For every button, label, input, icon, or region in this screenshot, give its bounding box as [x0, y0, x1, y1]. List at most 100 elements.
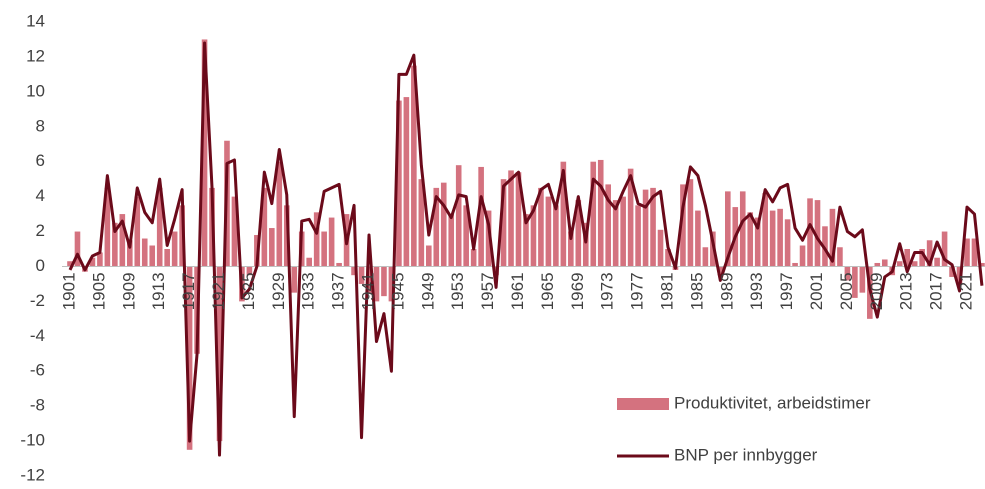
bar [261, 187, 268, 267]
bar [702, 247, 709, 267]
bar [246, 266, 253, 276]
x-tick-label: 1941 [358, 272, 377, 310]
y-tick-label: -12 [20, 465, 45, 484]
bar [134, 196, 141, 267]
bar [276, 161, 283, 267]
x-tick-label: 1929 [269, 272, 288, 310]
x-tick-label: 1913 [149, 272, 168, 310]
y-tick-label: -8 [30, 396, 45, 415]
bar [388, 266, 395, 302]
bar [635, 205, 641, 267]
bar [291, 266, 298, 293]
bar [560, 161, 567, 267]
bar [687, 179, 694, 267]
line [68, 41, 984, 457]
x-tick-label: 2001 [807, 272, 826, 310]
bar [149, 245, 156, 267]
bar [403, 97, 410, 267]
bar [620, 196, 626, 267]
bar [104, 187, 111, 267]
y-tick-label: 6 [36, 151, 45, 170]
bar [777, 208, 783, 267]
bar [119, 214, 126, 267]
bar [164, 249, 170, 267]
x-tick-label: 1957 [478, 272, 497, 310]
bar [657, 229, 664, 267]
x-tick-label: 1997 [777, 272, 796, 310]
bar [216, 266, 223, 442]
legend-swatch [617, 398, 669, 410]
bar [582, 222, 589, 267]
bar [627, 168, 634, 267]
bar [426, 245, 432, 267]
x-tick-label: 1901 [59, 272, 78, 310]
y-tick-label: 8 [36, 116, 45, 135]
bar [874, 262, 881, 267]
bar [89, 257, 96, 267]
bar [538, 187, 544, 267]
x-tick-label: 2005 [837, 272, 856, 310]
bar [852, 266, 858, 298]
bar [725, 191, 731, 267]
bar [784, 219, 791, 267]
bar [523, 214, 529, 267]
bar [650, 187, 656, 267]
bar [373, 266, 380, 302]
bar [979, 262, 985, 267]
bar [665, 249, 671, 267]
bar [141, 238, 148, 267]
bar [112, 222, 118, 267]
x-tick-label: 1981 [657, 272, 676, 310]
bar [695, 210, 701, 267]
bar [269, 228, 275, 267]
x-tick-label: 2021 [956, 272, 975, 310]
y-tick-label: 4 [36, 186, 45, 205]
bar [545, 196, 552, 267]
bar [792, 262, 798, 267]
x-tick-label: 1921 [209, 272, 228, 310]
bar [911, 261, 918, 267]
x-tick-label: 2017 [927, 272, 946, 310]
x-tick-label: 1985 [687, 272, 706, 310]
bar [844, 266, 851, 281]
bar [127, 240, 133, 267]
x-tick-label: 1989 [717, 272, 736, 310]
bar [530, 205, 537, 267]
bar [612, 200, 619, 267]
bar [754, 217, 761, 267]
bar [829, 208, 836, 267]
bar [470, 249, 477, 267]
x-tick-label: 1965 [538, 272, 557, 310]
x-tick-label: 1969 [568, 272, 587, 310]
bar [597, 159, 604, 267]
bar [306, 257, 312, 267]
bar [201, 39, 208, 267]
x-tick-label: 1973 [598, 272, 617, 310]
bar [381, 266, 387, 297]
bar [837, 247, 843, 267]
x-tick-label: 1925 [239, 272, 258, 310]
x-tick-label: 1977 [628, 272, 647, 310]
bar [949, 266, 955, 277]
x-tick-label: 1909 [119, 272, 138, 310]
bar [500, 179, 507, 267]
bar [411, 65, 417, 267]
bar [799, 245, 806, 267]
bar [358, 266, 365, 284]
bar [739, 191, 746, 267]
x-tick-label: 1905 [89, 272, 108, 310]
y-tick-label: 12 [26, 46, 45, 65]
bar [904, 249, 910, 267]
bar [807, 198, 813, 267]
bar [919, 249, 925, 267]
bar [156, 187, 163, 267]
bar [926, 240, 933, 267]
bar [97, 252, 103, 267]
bar [605, 184, 611, 267]
x-tick-label: 1937 [329, 272, 348, 310]
y-tick-label: -10 [20, 431, 45, 450]
y-tick-label: 14 [26, 11, 45, 30]
y-tick-label: -4 [30, 326, 45, 345]
bar [515, 172, 522, 267]
y-tick-label: 10 [26, 81, 45, 100]
